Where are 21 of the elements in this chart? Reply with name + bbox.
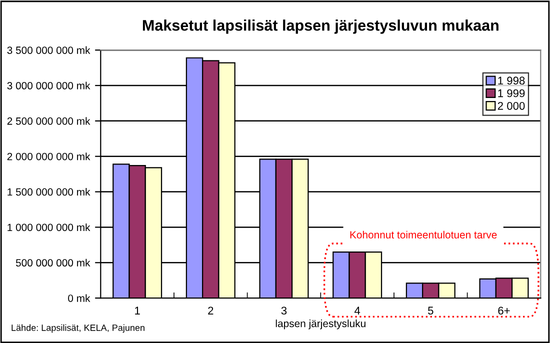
x-tick-label: 3 — [281, 306, 287, 315]
y-tick-label: 3 000 000 000 mk — [7, 82, 90, 90]
x-axis-title: lapsen järjestysluku — [276, 320, 366, 330]
y-tick-label: 0 mk — [68, 294, 90, 302]
legend-label: 1 999 — [498, 89, 525, 98]
y-tick-label: 3 500 000 000 mk — [7, 46, 90, 54]
legend-label: 2 000 — [498, 102, 525, 110]
x-tick-label: 1 — [135, 306, 140, 314]
y-tick-label: 2 500 000 000 mk — [7, 117, 90, 125]
x-tick-label: 6+ — [498, 306, 510, 315]
y-tick-label: 500 000 000 mk — [16, 258, 90, 267]
legend-label: 1 998 — [498, 76, 525, 85]
x-tick-label: 2 — [208, 306, 214, 314]
x-tick-label: 5 — [428, 306, 434, 315]
y-tick-label: 1 500 000 000 mk — [8, 188, 90, 196]
y-tick-label: 2 000 000 000 mk — [7, 152, 90, 160]
y-tick-label: 1 000 000 000 mk — [8, 223, 90, 232]
text: Lähde: Lapsilisät, KELA, Pajunen — [12, 324, 144, 333]
annotation: Kohonnut toimeentulotuen tarve — [350, 230, 497, 239]
x-tick-label: 4 — [354, 306, 360, 314]
chart-title: Maksetut lapsilisät lapsen järjestysluvun mukaan — [142, 20, 498, 34]
